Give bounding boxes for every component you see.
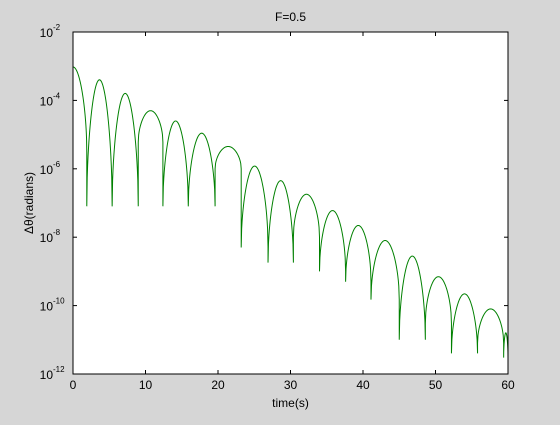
- y-tick-label: 10: [40, 163, 54, 177]
- plot-area: [73, 32, 508, 374]
- x-tick-label: 60: [501, 378, 515, 392]
- y-tick-label: 10: [40, 94, 54, 108]
- x-tick-label: 0: [70, 378, 77, 392]
- x-tick-label: 40: [356, 378, 370, 392]
- y-tick-exponent: -12: [53, 365, 65, 374]
- y-axis-label: Δθ(radians): [22, 172, 36, 234]
- y-tick-label: 10: [40, 26, 54, 40]
- y-tick-exponent: -2: [53, 23, 61, 32]
- chart-title: F=0.5: [275, 10, 306, 24]
- x-tick-label: 50: [429, 378, 443, 392]
- x-ticks: 0 10 20 30 40 50 60: [70, 32, 515, 392]
- x-tick-label: 20: [211, 378, 225, 392]
- y-tick-label: 10: [40, 300, 54, 314]
- series-line: [72, 66, 509, 358]
- x-tick-label: 10: [139, 378, 153, 392]
- x-tick-label: 30: [284, 378, 298, 392]
- y-tick-exponent: -6: [53, 160, 61, 169]
- y-tick-exponent: -4: [53, 91, 61, 100]
- series-layer: [72, 66, 509, 358]
- y-tick-label: 10: [40, 231, 54, 245]
- y-tick-exponent: -8: [53, 228, 61, 237]
- y-tick-label: 10: [40, 368, 54, 382]
- y-tick-exponent: -10: [53, 297, 65, 306]
- x-axis-label: time(s): [272, 396, 309, 410]
